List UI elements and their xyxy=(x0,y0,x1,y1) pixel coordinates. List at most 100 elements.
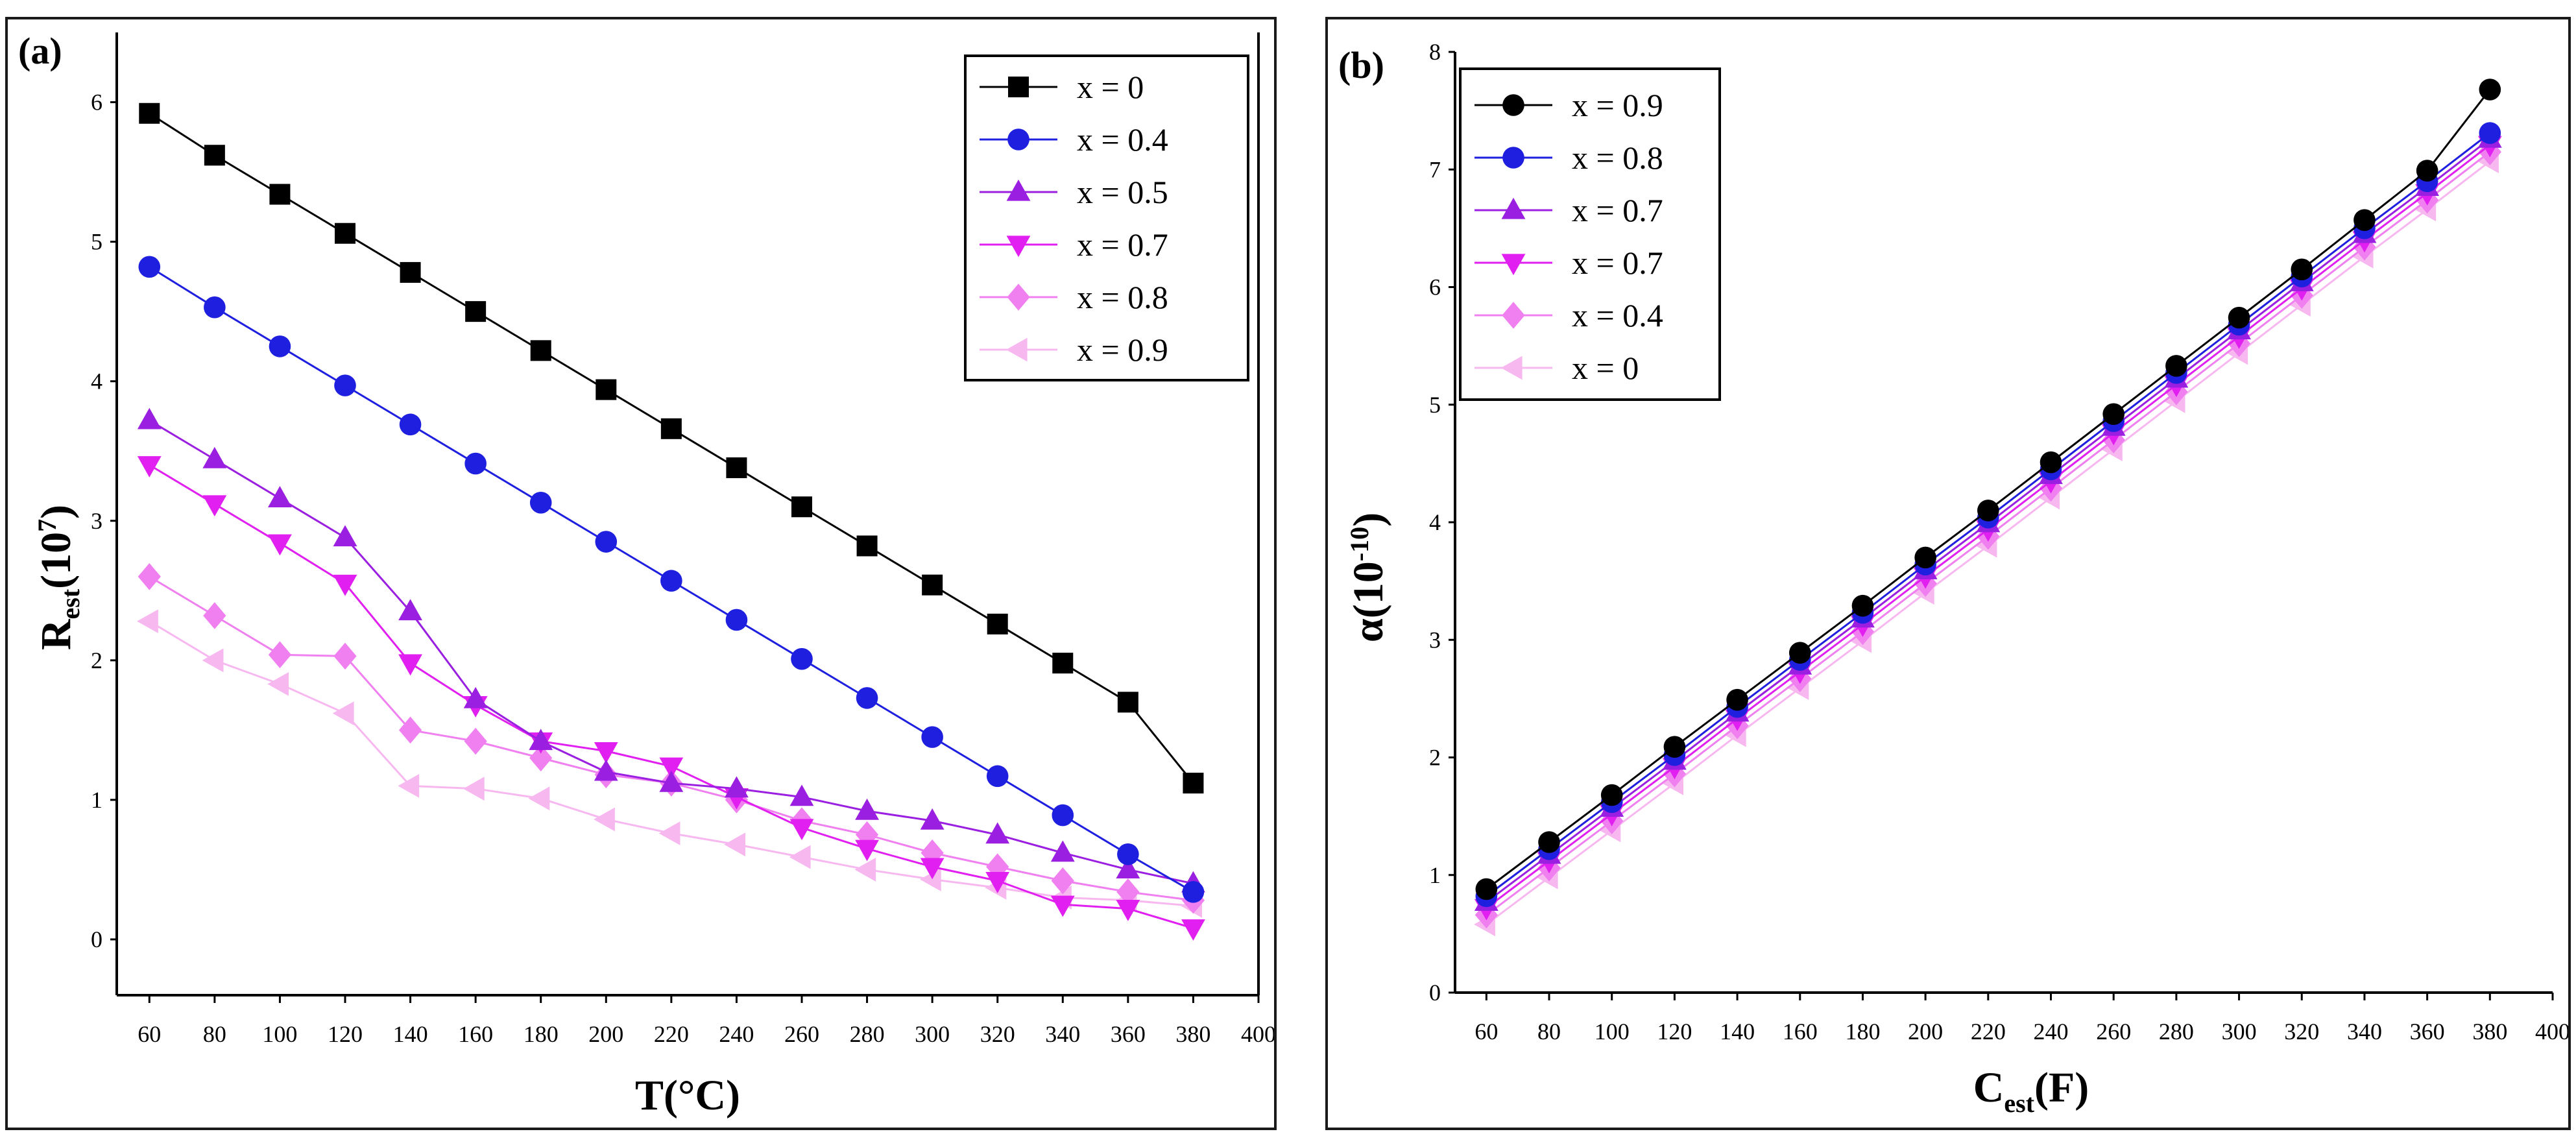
data-point xyxy=(334,374,356,396)
x-tick-label: 80 xyxy=(203,1021,226,1047)
data-point xyxy=(333,642,357,670)
legend-label: x = 0.4 xyxy=(1572,297,1663,333)
legend-label: x = 0.8 xyxy=(1572,139,1663,176)
x-tick-label: 160 xyxy=(458,1021,493,1047)
legend-marker xyxy=(1501,254,1526,276)
data-point xyxy=(1663,736,1686,758)
data-point xyxy=(2102,403,2125,426)
y-tick-label: 5 xyxy=(1429,392,1441,418)
legend-item: x = 0.8 xyxy=(980,279,1168,315)
data-point xyxy=(203,602,226,629)
data-point xyxy=(596,379,617,400)
panel-label-a: (a) xyxy=(18,30,62,72)
legend-label: x = 0.7 xyxy=(1077,226,1168,263)
chart-a-axes xyxy=(115,32,1260,996)
data-point xyxy=(987,613,1008,634)
data-point xyxy=(789,819,814,841)
data-point xyxy=(398,599,422,621)
x-tick-label: 360 xyxy=(2410,1019,2445,1044)
series-0 xyxy=(1475,78,2501,900)
legend-item: x = 0.7 xyxy=(1475,192,1663,228)
data-point xyxy=(594,807,615,832)
legend-marker xyxy=(1007,128,1029,151)
data-point xyxy=(2416,160,2438,182)
data-point xyxy=(658,821,680,845)
data-point xyxy=(529,491,552,514)
y-tick-label: 0 xyxy=(1429,980,1441,1006)
legend-marker xyxy=(1008,77,1029,97)
data-point xyxy=(595,531,618,553)
series-3 xyxy=(137,456,1205,941)
x-tick-label: 340 xyxy=(1045,1021,1080,1047)
chart-panel-a: (a) 0 1 2 3 4 5 6 60 80 100 120 140 160 180 200 220 240… xyxy=(5,17,1277,1130)
legend-item: x = 0.8 xyxy=(1475,139,1663,176)
data-point xyxy=(138,562,161,590)
data-point xyxy=(333,525,357,547)
data-point xyxy=(659,757,684,779)
x-tick-label: 60 xyxy=(138,1021,161,1047)
data-point xyxy=(725,609,748,631)
data-point xyxy=(1116,878,1140,906)
x-tick-label: 320 xyxy=(2284,1019,2319,1044)
y-tick-label: 5 xyxy=(91,229,102,255)
chart-b-legend: x = 0.9 x = 0.8 x = 0.7 x = 0.7 x = 0.4 x = 0 xyxy=(1459,67,1721,401)
legend-label: x = 0.9 xyxy=(1572,87,1663,123)
y-tick-label: 3 xyxy=(1429,627,1441,653)
legend-marker xyxy=(1500,356,1523,380)
legend-item: x = 0.4 xyxy=(1475,297,1663,333)
data-point xyxy=(985,822,1010,844)
legend-item: x = 0.4 xyxy=(980,121,1168,158)
data-point xyxy=(1182,881,1205,903)
data-point xyxy=(2353,209,2376,231)
data-point xyxy=(791,496,812,518)
x-tick-label: 220 xyxy=(654,1021,689,1047)
x-tick-label: 100 xyxy=(1595,1019,1630,1044)
legend-item: x = 0 xyxy=(980,69,1144,105)
data-point xyxy=(1050,840,1075,862)
data-point xyxy=(922,574,943,596)
series-1 xyxy=(138,256,1205,903)
x-tick-label: 160 xyxy=(1783,1019,1818,1044)
chart-panel-b: (b) 0 1 2 3 4 5 6 7 8 60 80 100 120 140 160 180 200 220 2… xyxy=(1325,17,2571,1130)
data-point xyxy=(138,256,161,278)
x-tick-label: 320 xyxy=(980,1021,1015,1047)
chart-b-x-axis-title: Cest(F) xyxy=(1973,1064,2089,1118)
legend-label: x = 0.5 xyxy=(1077,174,1168,210)
data-point xyxy=(268,534,292,556)
legend-label: x = 0.7 xyxy=(1572,245,1663,281)
data-point xyxy=(1116,857,1140,879)
data-point xyxy=(2228,306,2250,329)
x-tick-label: 340 xyxy=(2347,1019,2382,1044)
data-point xyxy=(985,872,1010,893)
data-point xyxy=(202,495,227,517)
data-point xyxy=(660,418,682,439)
data-point xyxy=(268,641,292,669)
x-tick-label: 380 xyxy=(2472,1019,2507,1044)
data-point xyxy=(921,839,944,867)
series-0 xyxy=(139,103,1204,794)
data-point xyxy=(464,452,487,475)
x-tick-label: 100 xyxy=(262,1021,297,1047)
y-tick-label: 0 xyxy=(91,926,102,952)
legend-item: x = 0.7 xyxy=(1475,245,1663,281)
data-point xyxy=(856,687,878,709)
chart-b-series xyxy=(1474,78,2502,937)
data-point xyxy=(854,858,876,882)
x-tick-label: 200 xyxy=(1908,1019,1943,1044)
data-point xyxy=(530,340,551,361)
data-point xyxy=(202,648,224,673)
data-point xyxy=(2291,258,2313,281)
data-point xyxy=(398,654,422,676)
x-tick-label: 200 xyxy=(588,1021,623,1047)
data-point xyxy=(528,786,550,811)
legend-box xyxy=(964,54,1249,381)
data-point xyxy=(529,744,553,772)
chart-a-series xyxy=(137,103,1205,941)
data-point xyxy=(1977,500,1999,522)
data-point xyxy=(855,798,879,820)
data-point xyxy=(137,609,158,634)
data-point xyxy=(791,647,813,670)
data-point xyxy=(399,413,422,436)
panel-label-b: (b) xyxy=(1338,44,1384,86)
x-tick-label: 400 xyxy=(1241,1021,1274,1047)
